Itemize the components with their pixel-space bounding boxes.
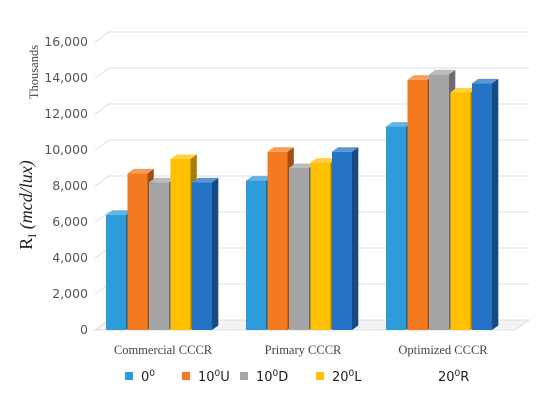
bar-front [170, 159, 191, 330]
bar-front [246, 180, 266, 330]
y-tick-label: 8,000 [52, 178, 88, 193]
category-label: Commercial CCCR [114, 343, 213, 357]
legend-label: 200L [332, 369, 362, 385]
bar-top [192, 177, 219, 183]
bar-side [352, 147, 359, 330]
legend-swatch [125, 372, 133, 380]
y-axis-title-main: R [16, 238, 36, 250]
legend-item: 100D [240, 369, 288, 385]
bar-top [170, 154, 197, 159]
y-tick-label: 10,000 [44, 142, 88, 157]
legend-swatch [316, 372, 324, 380]
bar-front [127, 173, 148, 330]
bar-front [310, 162, 331, 330]
legend-swatch [240, 372, 248, 380]
bar-front [386, 126, 406, 330]
y-axis-ticks: 0 2,000 4,000 6,000 8,000 10,000 12,000 14,000 1… [44, 34, 88, 337]
gridline-depth [94, 139, 110, 151]
category-label: Optimized CCCR [398, 343, 488, 357]
gridline-depth [94, 31, 110, 43]
bar [472, 78, 499, 331]
category-labels: Commercial CCCR Primary CCCR Optimized CCC… [114, 343, 488, 357]
bar-front [289, 168, 309, 330]
bar [332, 147, 359, 330]
bar-top [127, 168, 154, 174]
legend-label: 100U [198, 369, 230, 385]
legend: 00 100U 100D 200L 200R [125, 369, 469, 385]
bar-front [149, 182, 169, 330]
bar-top [310, 158, 337, 163]
legend-item: 00 [125, 369, 155, 385]
bar-top [429, 69, 456, 75]
bar-top [407, 75, 434, 80]
legend-item: 200R [438, 369, 469, 385]
bar-front [192, 182, 212, 330]
y-axis-title-sub: I [25, 234, 39, 238]
bar-top [149, 177, 176, 183]
gridline-depth [94, 211, 110, 223]
bar-top [332, 147, 359, 152]
bar-top [472, 78, 499, 84]
bar-front [450, 92, 471, 331]
legend-label: 00 [141, 369, 155, 385]
legend-label: 100D [256, 369, 288, 385]
bar-front [332, 151, 352, 330]
y-tick-label: 0 [80, 322, 88, 337]
y-tick-label: 16,000 [44, 34, 88, 49]
y-tick-label: 6,000 [52, 214, 88, 229]
bars [106, 69, 499, 331]
legend-swatch [182, 372, 190, 380]
bar-front [106, 214, 126, 330]
y-axis-title-unit: (mcd/lux) [16, 160, 37, 229]
category-label: Primary CCCR [265, 343, 342, 357]
bar-top [386, 122, 413, 127]
bar-top [246, 176, 273, 181]
bar-top [289, 163, 316, 168]
gridline-depth [94, 175, 110, 187]
bar-top [106, 210, 133, 215]
gridline-depth [94, 103, 110, 115]
y-tick-label: 14,000 [44, 70, 88, 85]
legend-label: 200R [438, 369, 469, 385]
legend-item: 200L [316, 369, 362, 385]
bar-front [472, 83, 492, 331]
bar-front [407, 79, 428, 330]
bar-top [450, 87, 477, 93]
y-axis-title: RI (mcd/lux) [16, 160, 39, 249]
bar-side [492, 78, 499, 331]
y-tick-label: 2,000 [52, 286, 88, 301]
y-tick-label: 4,000 [52, 250, 88, 265]
y-tick-label: 12,000 [44, 106, 88, 121]
legend-item: 100U [182, 369, 230, 385]
bar-side [212, 177, 219, 330]
bar-front [429, 74, 449, 331]
bar-front [267, 151, 288, 330]
gridline-depth [94, 67, 110, 79]
bar [192, 177, 219, 330]
y-axis-unit-label: Thousands [27, 45, 41, 99]
bar-top [267, 147, 294, 152]
